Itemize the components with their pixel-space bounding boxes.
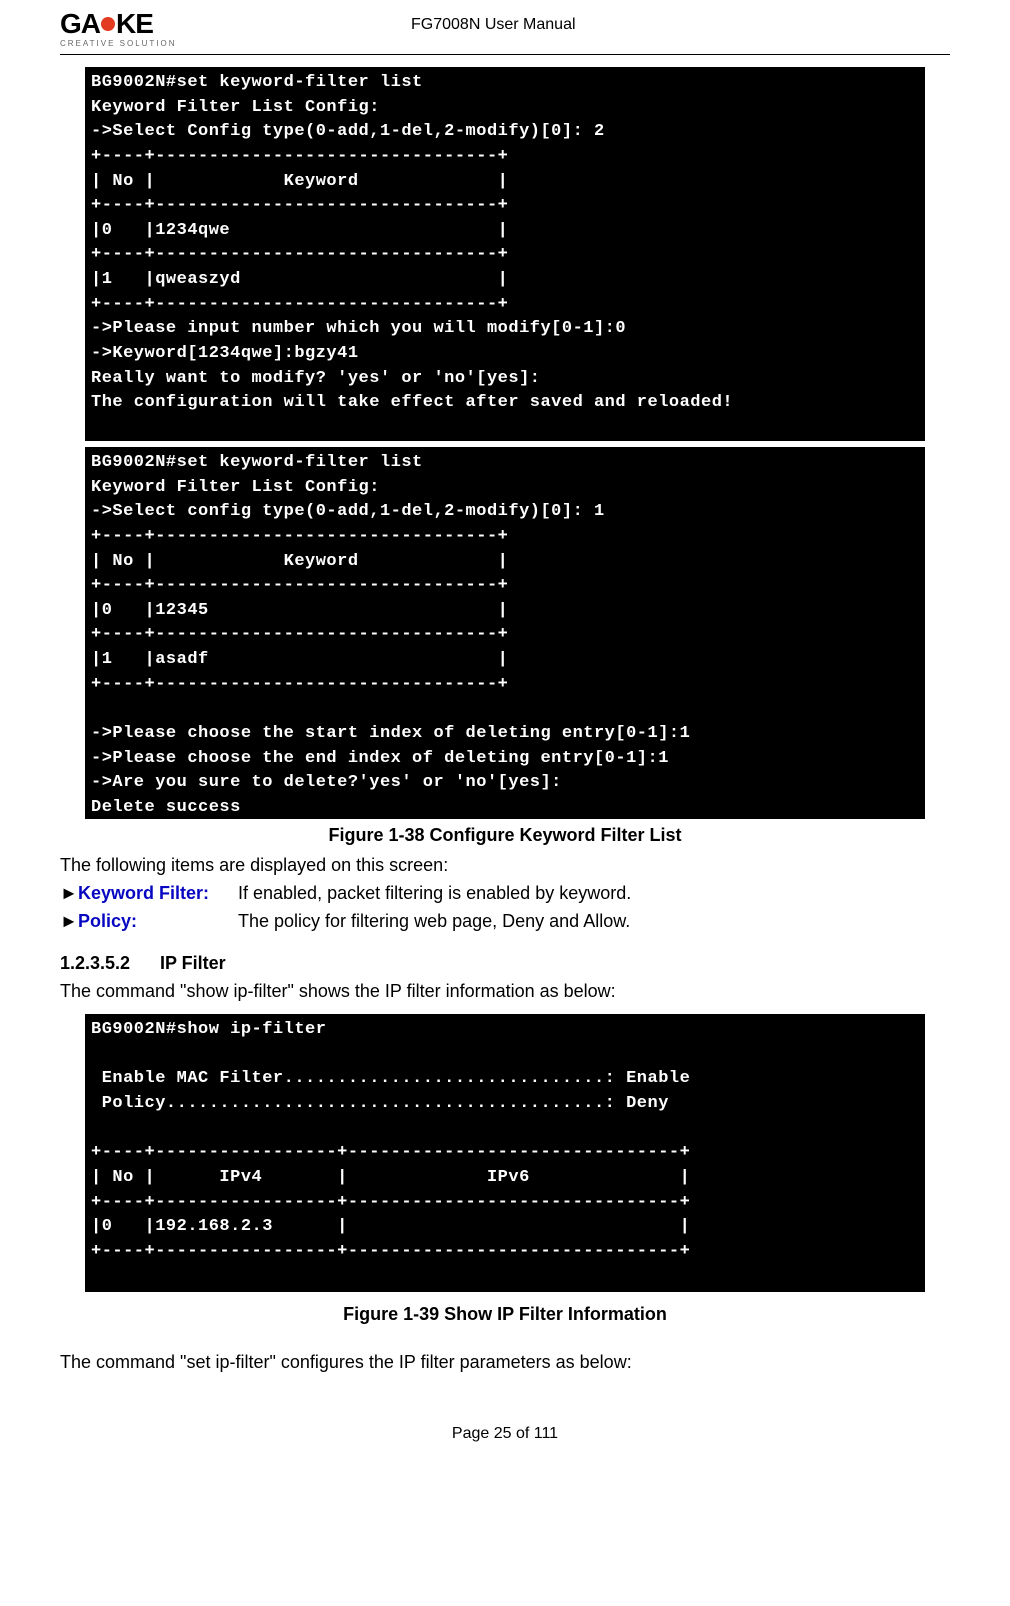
terminal-screenshot-3: BG9002N#show ip-filter Enable MAC Filter… — [85, 1014, 925, 1292]
bullet-marker-icon: ► — [60, 880, 78, 907]
terminal-screenshot-2: BG9002N#set keyword-filter list Keyword … — [85, 447, 925, 819]
bullet-description: The policy for filtering web page, Deny … — [238, 908, 950, 935]
logo-text-left: GA — [60, 8, 100, 39]
bullet-marker-icon: ► — [60, 908, 78, 935]
closing-text: The command "set ip-filter" configures t… — [60, 1349, 950, 1375]
bullet-label: Policy: — [78, 908, 238, 935]
terminal-screenshot-1: BG9002N#set keyword-filter list Keyword … — [85, 67, 925, 441]
figure-2-caption: Figure 1-39 Show IP Filter Information — [60, 1304, 950, 1325]
bullet-row: ►Policy:The policy for filtering web pag… — [60, 908, 950, 935]
section-title: IP Filter — [160, 953, 226, 973]
page-footer: Page 25 of 111 — [60, 1425, 950, 1443]
page-header: GA KE CREATIVE SOLUTION FG7008N User Manu… — [60, 10, 950, 55]
bullet-row: ►Keyword Filter:If enabled, packet filte… — [60, 880, 950, 907]
logo: GA KE CREATIVE SOLUTION — [60, 10, 177, 48]
section-number: 1.2.3.5.2 — [60, 953, 160, 974]
logo-dot-icon — [101, 17, 115, 31]
bullet-label: Keyword Filter: — [78, 880, 238, 907]
header-title-wrap: FG7008N User Manual — [177, 10, 810, 34]
section-heading: 1.2.3.5.2IP Filter — [60, 953, 950, 974]
page-container: GA KE CREATIVE SOLUTION FG7008N User Manu… — [0, 0, 1010, 1463]
bullet-description: If enabled, packet filtering is enabled … — [238, 880, 950, 907]
header-title: FG7008N User Manual — [411, 16, 576, 33]
figure-1-caption: Figure 1-38 Configure Keyword Filter Lis… — [60, 825, 950, 846]
logo-subtitle: CREATIVE SOLUTION — [60, 40, 177, 48]
logo-text: GA KE — [60, 10, 177, 38]
section-intro: The command "show ip-filter" shows the I… — [60, 978, 950, 1004]
intro-text: The following items are displayed on thi… — [60, 852, 950, 878]
bullet-list: ►Keyword Filter:If enabled, packet filte… — [60, 880, 950, 935]
spacer — [60, 1006, 950, 1014]
logo-text-right: KE — [116, 8, 153, 39]
